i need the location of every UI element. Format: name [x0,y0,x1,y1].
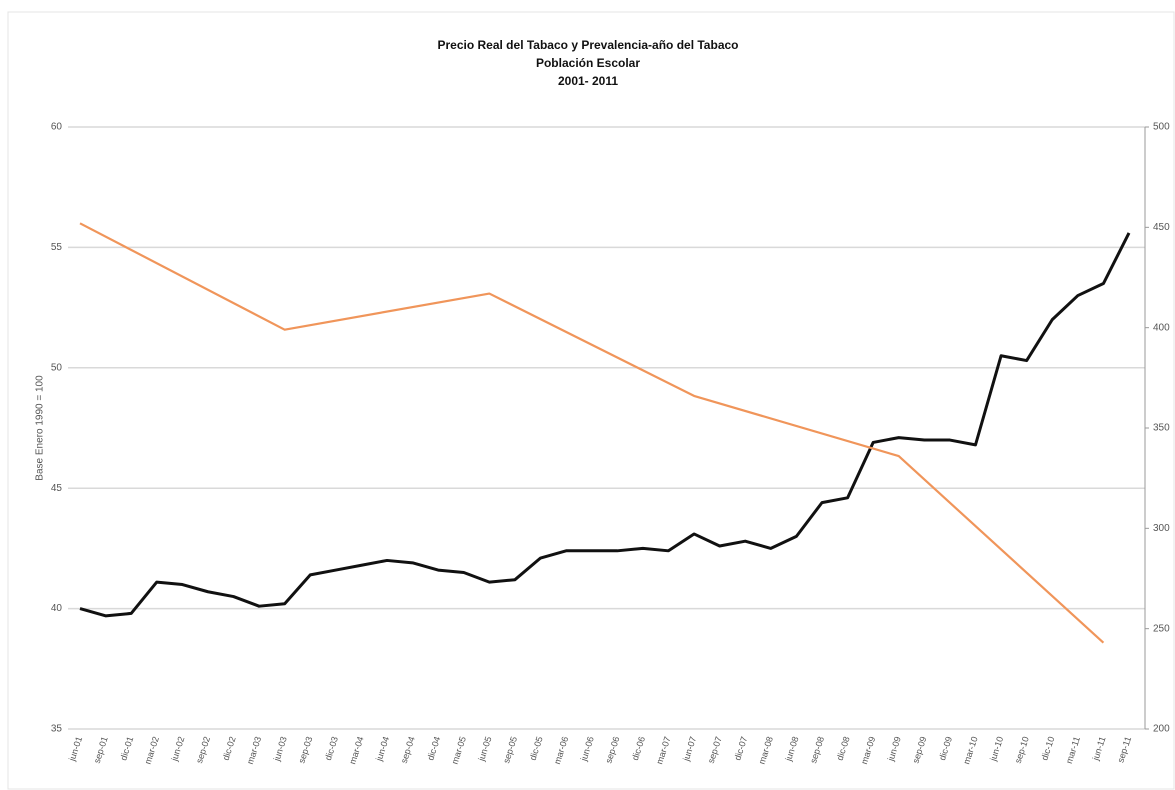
x-tick-label: mar-04 [347,735,365,765]
x-tick-label: mar-02 [143,735,161,765]
x-tick-label: mar-08 [757,735,775,765]
y2-tick-label: 200 [1153,724,1170,735]
x-tick-label: dic-10 [1039,735,1056,761]
chart-years: 2001- 2011 [558,74,618,88]
y2-tick-label: 450 [1153,222,1170,233]
x-tick-label: mar-09 [859,735,877,765]
x-tick-label: dic-01 [118,735,135,761]
x-tick-label: sep-04 [399,735,417,764]
chart-subtitle: Población Escolar [536,56,640,70]
x-tick-label: mar-07 [654,735,672,765]
y-tick-label: 60 [51,122,63,133]
x-tick-label: sep-07 [706,735,724,764]
y-tick-label: 50 [51,362,63,373]
x-tick-label: dic-06 [630,735,647,761]
y-axis-label: Base Enero 1990 = 100 [35,375,46,481]
chart-title: Precio Real del Tabaco y Prevalencia-año… [437,38,738,52]
x-tick-label: mar-10 [961,735,979,765]
x-tick-label: jun-03 [271,735,289,763]
x-tick-label: jun-08 [783,735,801,763]
y2-tick-label: 400 [1153,322,1170,333]
x-tick-label: dic-03 [323,735,340,761]
x-tick-label: sep-03 [296,735,314,764]
y-tick-label: 35 [51,724,63,735]
x-tick-label: jun-10 [988,735,1006,763]
x-tick-label: jun-11 [1090,735,1107,762]
x-tick-label: jun-02 [169,735,187,763]
x-tick-label: dic-05 [528,735,545,761]
x-tick-label: jun-01 [67,735,85,763]
x-tick-label: jun-09 [885,735,903,763]
x-tick-label: dic-04 [425,735,442,761]
x-tick-label: dic-09 [937,735,954,761]
x-tick-label: mar-05 [450,735,468,765]
x-tick-label: sep-11 [1115,735,1133,764]
x-tick-label: sep-06 [603,735,621,764]
x-tick-label: jun-06 [578,735,596,763]
x-tick-label: sep-02 [194,735,212,764]
x-tick-label: dic-07 [732,735,749,761]
x-tick-label: sep-08 [808,735,826,764]
series-line [79,232,1131,618]
frame [7,11,1175,790]
x-tick-label: dic-08 [835,735,852,761]
y2-tick-label: 250 [1153,623,1170,634]
x-tick-label: mar-03 [245,735,263,765]
x-tick-label: sep-01 [92,735,110,764]
x-tick-label: mar-06 [552,735,570,765]
x-tick-label: jun-07 [681,735,699,763]
y-tick-label: 45 [51,483,63,494]
x-tick-label: jun-05 [476,735,494,763]
y-tick-label: 40 [51,603,63,614]
x-tick-label: sep-10 [1013,735,1031,764]
x-tick-label: jun-04 [374,735,392,763]
y2-tick-label: 500 [1153,122,1170,133]
y-tick-label: 55 [51,242,63,253]
x-tick-label: dic-02 [221,735,238,761]
y2-tick-label: 350 [1153,423,1170,434]
series-line [79,222,1105,644]
x-tick-label: mar-11 [1064,735,1082,765]
x-tick-label: sep-05 [501,735,519,764]
x-tick-label: sep-09 [910,735,928,764]
y2-tick-label: 300 [1153,523,1170,534]
